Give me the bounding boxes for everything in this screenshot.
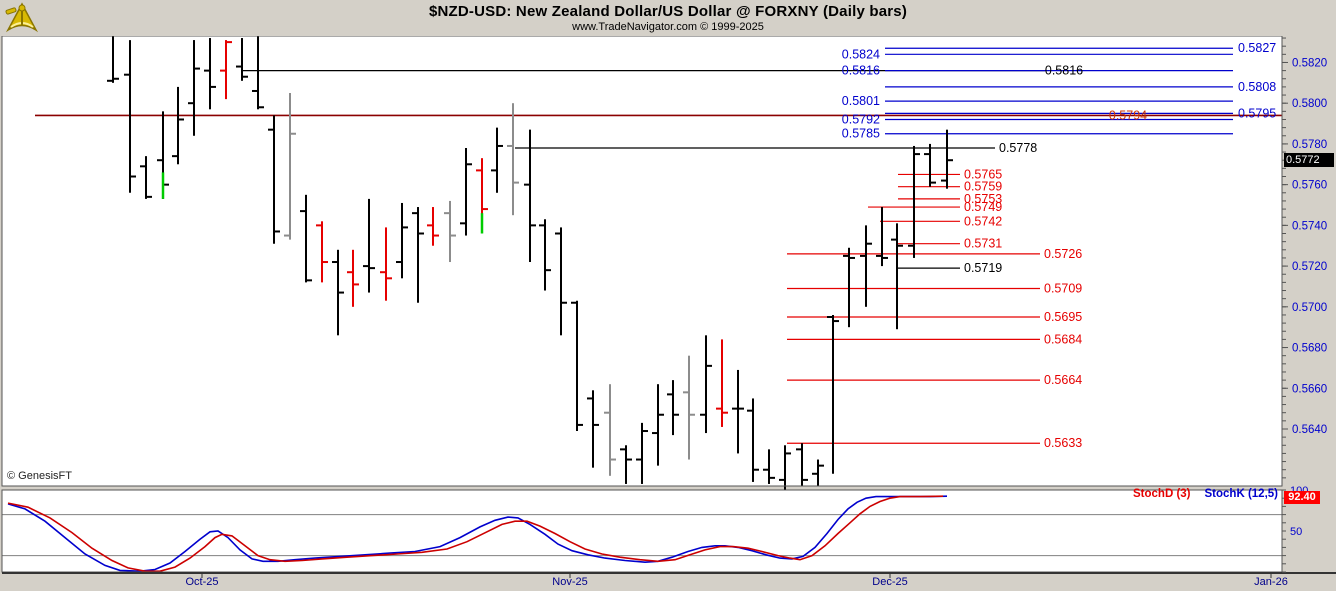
level-label: 0.5695 <box>1044 310 1082 324</box>
level-label: 0.5759 <box>964 180 1002 194</box>
price-axis-label: 0.5640 <box>1292 424 1327 436</box>
price-axis-label: 0.5780 <box>1292 139 1327 151</box>
stoch-series-d <box>7 495 944 573</box>
level-label: 0.5816 <box>1045 64 1083 78</box>
stoch-axis-label: 50 <box>1290 526 1302 538</box>
x-axis-label: Nov-25 <box>552 576 587 588</box>
level-label: 0.5816 <box>842 64 880 78</box>
level-label: 0.5742 <box>964 214 1002 228</box>
level-label: 0.5778 <box>999 141 1037 155</box>
level-label: 0.5719 <box>964 261 1002 275</box>
level-label: 0.5794 <box>1109 108 1147 122</box>
copyright-note: © GenesisFT <box>7 470 72 482</box>
level-label: 0.5792 <box>842 112 880 126</box>
x-axis-label: Jan-26 <box>1254 576 1288 588</box>
level-label: 0.5664 <box>1044 373 1082 387</box>
price-axis-label: 0.5660 <box>1292 383 1327 395</box>
price-axis-label: 0.5800 <box>1292 98 1327 110</box>
level-label: 0.5753 <box>964 192 1002 206</box>
price-pane-border <box>1 35 1283 487</box>
level-label: 0.5765 <box>964 167 1002 181</box>
level-label: 0.5827 <box>1238 41 1276 55</box>
x-axis-label: Oct-25 <box>185 576 218 588</box>
level-label: 0.5749 <box>964 200 1002 214</box>
last-price-badge: 0.5772 <box>1284 153 1334 167</box>
stoch-value-badge: 92.40 <box>1284 491 1320 504</box>
price-axis-label: 0.5820 <box>1292 57 1327 69</box>
price-pane-bg <box>2 36 1282 486</box>
level-label: 0.5684 <box>1044 332 1082 346</box>
stochd-legend-label: StochD (3) <box>1133 488 1191 500</box>
price-axis-label: 0.5740 <box>1292 220 1327 232</box>
level-label: 0.5824 <box>842 47 880 61</box>
x-axis-label: Dec-25 <box>872 576 907 588</box>
level-label: 0.5808 <box>1238 80 1276 94</box>
level-label: 0.5801 <box>842 94 880 108</box>
level-label: 0.5709 <box>1044 281 1082 295</box>
stochk-legend-label: StochK (12,5) <box>1204 488 1279 500</box>
level-label: 0.5726 <box>1044 247 1082 261</box>
genesisft-logo-icon <box>5 2 39 33</box>
page-subtitle: www.TradeNavigator.com © 1999-2025 <box>572 21 764 33</box>
price-axis-label: 0.5760 <box>1292 180 1327 192</box>
stoch-legend: StochD (3) StochK (12,5) <box>1133 488 1278 500</box>
level-label: 0.5731 <box>964 237 1002 251</box>
price-axis-label: 0.5700 <box>1292 302 1327 314</box>
chart-header: $NZD-USD: New Zealand Dollar/US Dollar @… <box>0 0 1336 36</box>
page-title: $NZD-USD: New Zealand Dollar/US Dollar @… <box>428 3 908 20</box>
level-label: 0.5785 <box>842 127 880 141</box>
price-axis-label: 0.5680 <box>1292 343 1327 355</box>
level-label: 0.5633 <box>1044 436 1082 450</box>
level-label: 0.5795 <box>1238 106 1276 120</box>
price-axis-label: 0.5720 <box>1292 261 1327 273</box>
